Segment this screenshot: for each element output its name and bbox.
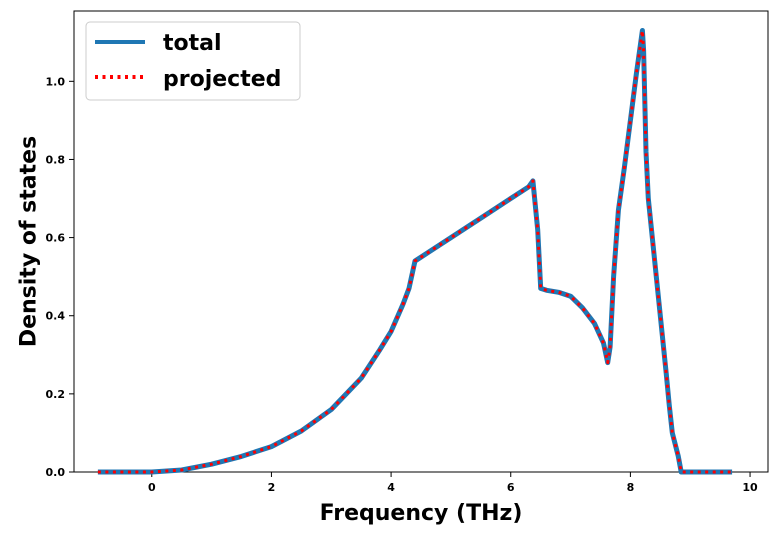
y-tick-label: 0.4: [46, 310, 66, 323]
y-tick-label: 0.2: [46, 388, 66, 401]
y-axis-label: Density of states: [17, 136, 42, 347]
series-layer: [97, 28, 733, 475]
legend-label-projected: projected: [163, 67, 281, 92]
legend-label-total: total: [163, 31, 222, 56]
x-axis-ticks: 0 2 4 6 8 10: [148, 472, 758, 494]
y-axis-ticks: 0.0 0.2 0.4 0.6 0.8 1.0: [46, 75, 74, 479]
x-tick-label: 8: [627, 481, 635, 494]
x-tick-label: 10: [742, 481, 758, 494]
x-tick-label: 4: [387, 481, 395, 494]
axes-frame: [73, 10, 769, 473]
plot-area: 0 2 4 6 8 10 0.0 0.2 0.4 0.6 0.8 1.0: [46, 10, 769, 494]
y-tick-label: 0.6: [46, 232, 66, 245]
x-tick-label: 0: [148, 481, 156, 494]
y-tick-label: 1.0: [46, 75, 66, 88]
series-line-total: [97, 28, 733, 475]
y-tick-label: 0.0: [46, 466, 66, 479]
y-tick-label: 0.8: [46, 153, 66, 166]
x-axis-label: Frequency (THz): [320, 501, 523, 526]
x-tick-label: 2: [268, 481, 276, 494]
legend: total projected: [85, 21, 301, 101]
x-tick-label: 6: [507, 481, 515, 494]
